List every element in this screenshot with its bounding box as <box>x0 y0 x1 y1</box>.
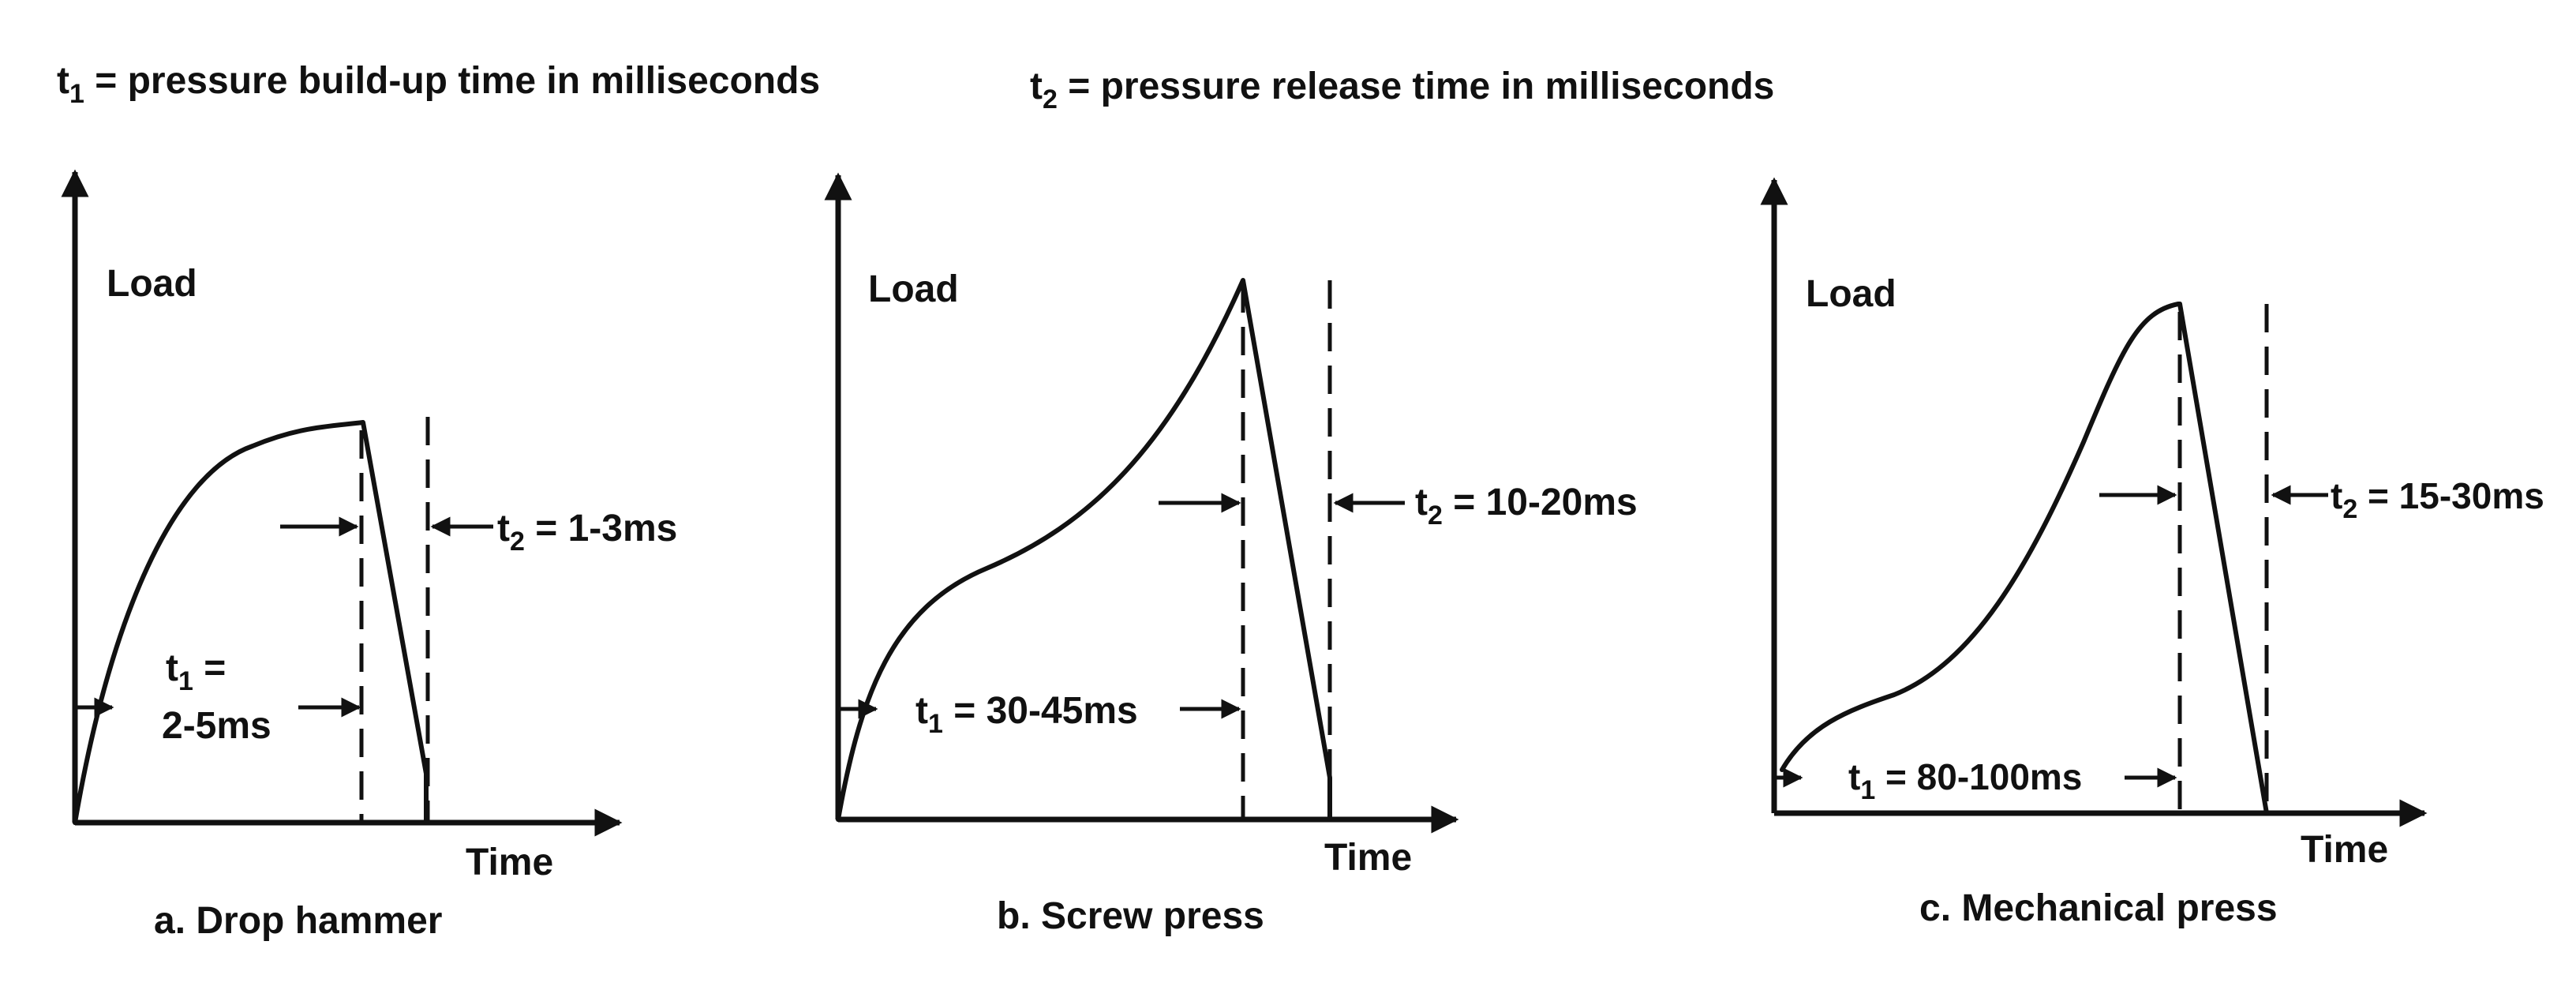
t1-label: t1 = 30-45ms <box>915 690 1138 739</box>
x-axis-label: Time <box>466 842 553 883</box>
t1-value: 2-5ms <box>162 705 271 747</box>
panel-mechanical-press: Load Time t1 = 80-100ms t2 = 15-30ms c. … <box>1760 177 2544 929</box>
y-axis-label: Load <box>1806 273 1896 315</box>
t1-label: t1 = <box>166 647 226 696</box>
t1-label: t1 = 80-100ms <box>1848 756 2082 805</box>
t2-label: t2 = 15-30ms <box>2331 475 2544 524</box>
panel-caption: b. Screw press <box>997 895 1264 937</box>
y-axis-label: Load <box>868 268 959 310</box>
t2-label: t2 = 10-20ms <box>1415 482 1638 531</box>
x-axis-label: Time <box>1324 837 1412 879</box>
load-curve <box>836 278 1332 822</box>
load-curve <box>73 420 429 825</box>
panel-drop-hammer: Load Time t1 = 2-5ms t2 = 1-3ms a. Drop … <box>61 169 677 942</box>
t2-label: t2 = 1-3ms <box>497 508 677 557</box>
load-curve <box>1780 302 2269 816</box>
legend-t2: t2 = pressure release time in millisecon… <box>1030 66 1774 114</box>
panel-caption: c. Mechanical press <box>1919 887 2278 929</box>
legend-t1: t1 = pressure build-up time in milliseco… <box>57 60 820 109</box>
panel-caption: a. Drop hammer <box>154 900 442 942</box>
y-axis-label: Load <box>107 263 197 305</box>
x-axis-label: Time <box>2301 829 2388 871</box>
panel-screw-press: Load Time t1 = 30-45ms t2 = 10-20ms b. S… <box>824 172 1638 937</box>
